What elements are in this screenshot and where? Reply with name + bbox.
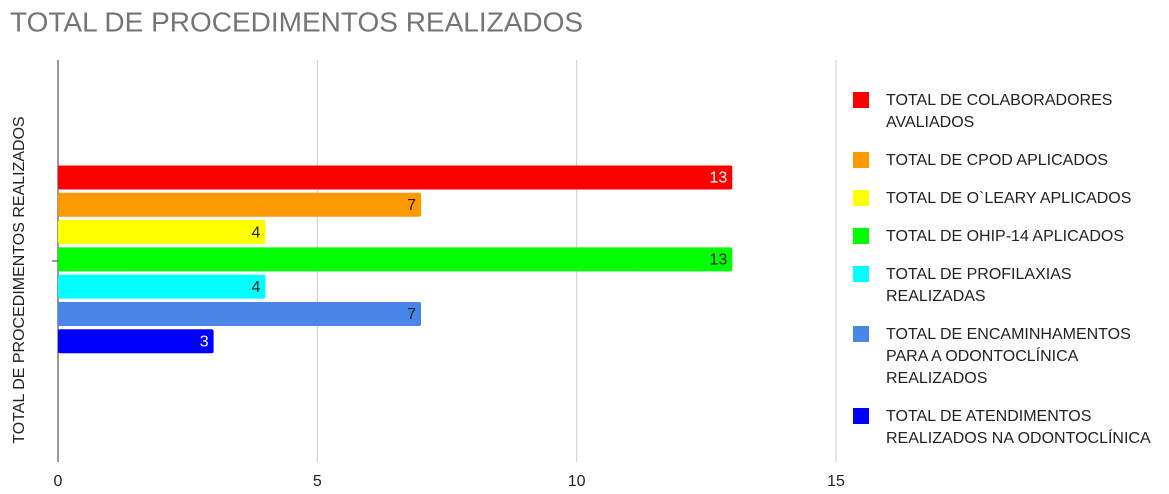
data-label: 4 — [252, 224, 261, 241]
legend-swatch — [853, 228, 869, 244]
bar — [58, 220, 266, 245]
legend-label: TOTAL DE COLABORADORES AVALIADOS — [886, 92, 1113, 131]
legend-swatch — [853, 408, 869, 424]
bar — [58, 165, 733, 190]
data-label: 7 — [407, 306, 416, 323]
chart-title: TOTAL DE PROCEDIMENTOS REALIZADOS — [10, 6, 583, 37]
legend-item: TOTAL DE ENCAMINHAMENTOS PARA A ODONTOCL… — [853, 324, 1153, 390]
data-label: 4 — [252, 279, 261, 296]
legend-label: TOTAL DE OHIP-14 APLICADOS — [886, 228, 1124, 245]
bar — [58, 192, 422, 217]
bar — [58, 301, 422, 326]
legend: TOTAL DE COLABORADORES AVALIADOS TOTAL DE… — [853, 90, 1153, 466]
legend-label: TOTAL DE CPOD APLICADOS — [886, 152, 1108, 169]
legend-item: TOTAL DE ATENDIMENTOS REALIZADOS NA ODON… — [853, 406, 1153, 450]
legend-label: TOTAL DE ATENDIMENTOS REALIZADOS NA ODON… — [886, 408, 1151, 447]
data-label: 13 — [709, 170, 727, 187]
bar — [58, 274, 266, 299]
legend-label: TOTAL DE PROFILAXIAS REALIZADAS — [886, 266, 1072, 305]
bar — [58, 247, 733, 272]
legend-swatch — [853, 152, 869, 168]
x-tick-label: 15 — [827, 473, 845, 490]
data-label: 13 — [709, 252, 727, 269]
legend-swatch — [853, 326, 869, 342]
data-label: 7 — [407, 197, 416, 214]
legend-swatch — [853, 266, 869, 282]
x-tick-label: 5 — [313, 473, 322, 490]
legend-item: TOTAL DE CPOD APLICADOS — [853, 150, 1153, 172]
data-label: 3 — [200, 333, 209, 350]
legend-item: TOTAL DE PROFILAXIAS REALIZADAS — [853, 264, 1153, 308]
legend-item: TOTAL DE O`LEARY APLICADOS — [853, 188, 1153, 210]
legend-label: TOTAL DE O`LEARY APLICADOS — [886, 190, 1132, 207]
legend-swatch — [853, 190, 869, 206]
legend-item: TOTAL DE OHIP-14 APLICADOS — [853, 226, 1153, 248]
bar — [58, 329, 214, 354]
legend-item: TOTAL DE COLABORADORES AVALIADOS — [853, 90, 1153, 134]
y-axis-label: TOTAL DE PROCEDIMENTOS REALIZADOS — [11, 116, 28, 443]
x-tick-label: 0 — [54, 473, 63, 490]
legend-label: TOTAL DE ENCAMINHAMENTOS PARA A ODONTOCL… — [886, 326, 1131, 387]
legend-swatch — [853, 92, 869, 108]
x-tick-label: 10 — [568, 473, 586, 490]
